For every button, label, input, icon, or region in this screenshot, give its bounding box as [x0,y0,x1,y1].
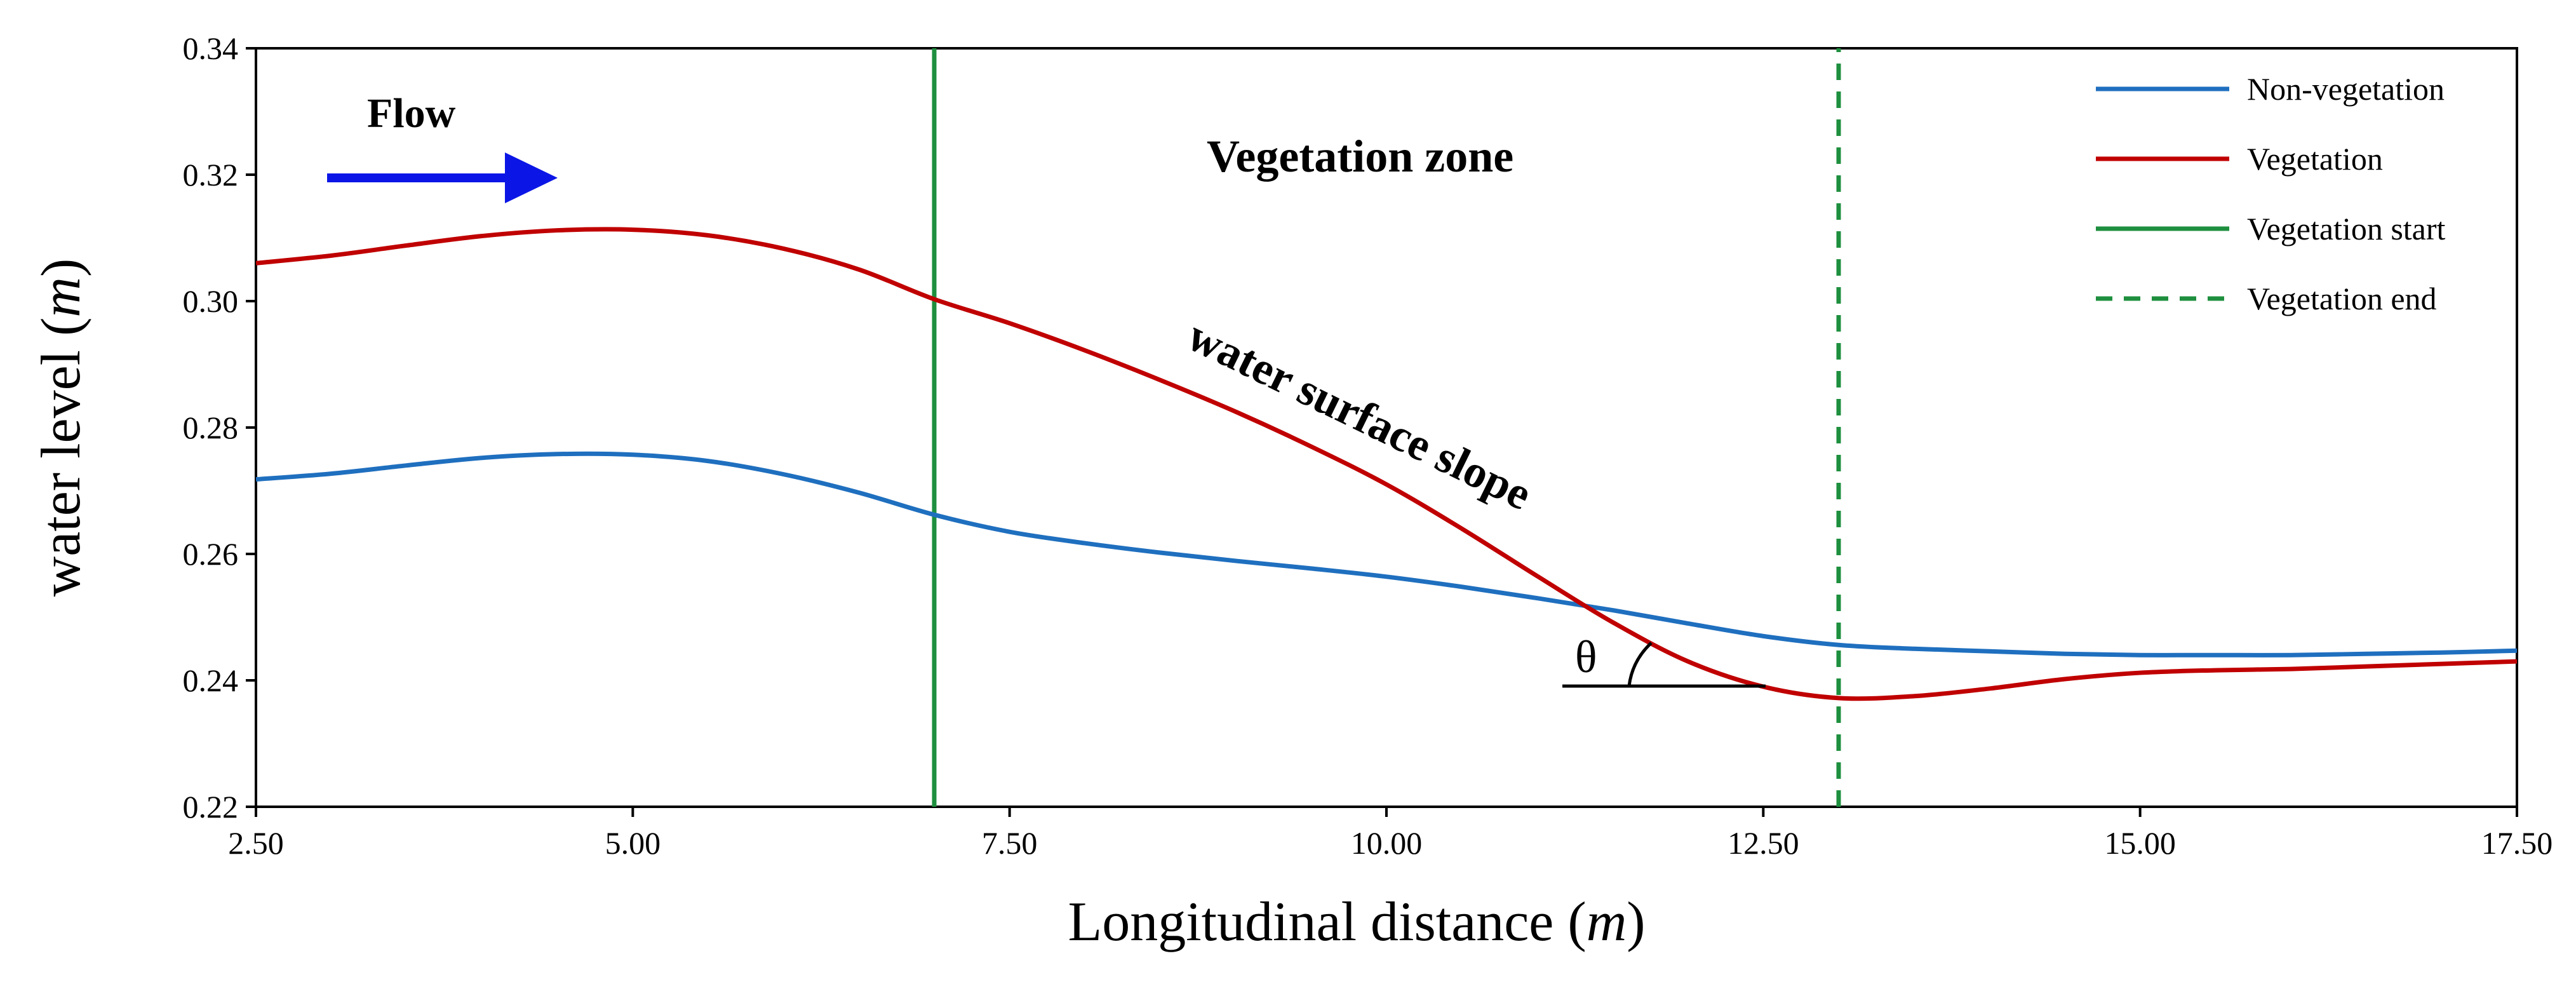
legend: Non-vegetation Vegetation Vegetation start… [2096,71,2446,316]
x-tick-label: 10.00 [1351,825,1423,861]
y-axis-ticks: 0.22 0.24 0.26 0.28 0.30 0.32 0.34 [183,30,256,825]
y-tick-label: 0.26 [183,536,239,572]
legend-label-vegetation-end: Vegetation end [2247,281,2437,316]
flow-annotation: Flow [327,90,558,203]
y-tick-label: 0.34 [183,30,239,66]
x-tick-label: 12.50 [1727,825,1799,861]
series-line-vegetation [255,227,2518,701]
x-axis-ticks: 2.50 5.00 7.50 10.00 12.50 15.00 17.50 [228,807,2553,861]
y-axis-unit: m [30,277,92,318]
x-tick-label: 15.00 [2104,825,2176,861]
angle-label: θ [1575,631,1597,682]
x-tick-label: 2.50 [228,825,284,861]
x-tick-label: 5.00 [605,825,661,861]
legend-label-non-vegetation: Non-vegetation [2247,71,2445,107]
series-line-non-vegetation [255,451,2518,657]
y-tick-label: 0.28 [183,410,239,445]
series-layer [255,48,2518,807]
angle-arc [1627,642,1653,687]
x-tick-label: 17.50 [2481,825,2553,861]
x-axis-title-text: Longitudinal distance [1068,891,1553,953]
flow-arrow-head [505,152,558,203]
angle-annotation: θ [1562,631,1766,688]
y-tick-label: 0.30 [183,283,239,319]
legend-label-vegetation-start: Vegetation start [2247,211,2446,246]
legend-label-vegetation: Vegetation [2247,141,2383,177]
y-axis-title-text: water level [30,350,92,597]
x-axis-title: Longitudinal distance (m) [1068,891,1645,953]
vegetation-zone-label: Vegetation zone [1207,131,1513,182]
x-axis-unit: m [1587,891,1627,953]
y-tick-label: 0.24 [183,663,239,698]
y-tick-label: 0.32 [183,157,239,192]
y-tick-label: 0.22 [183,789,239,825]
y-axis-title: water level (m) [30,259,92,597]
water-surface-slope-label: water surface slope [1180,309,1540,520]
flow-label: Flow [367,90,456,137]
x-tick-label: 7.50 [982,825,1038,861]
